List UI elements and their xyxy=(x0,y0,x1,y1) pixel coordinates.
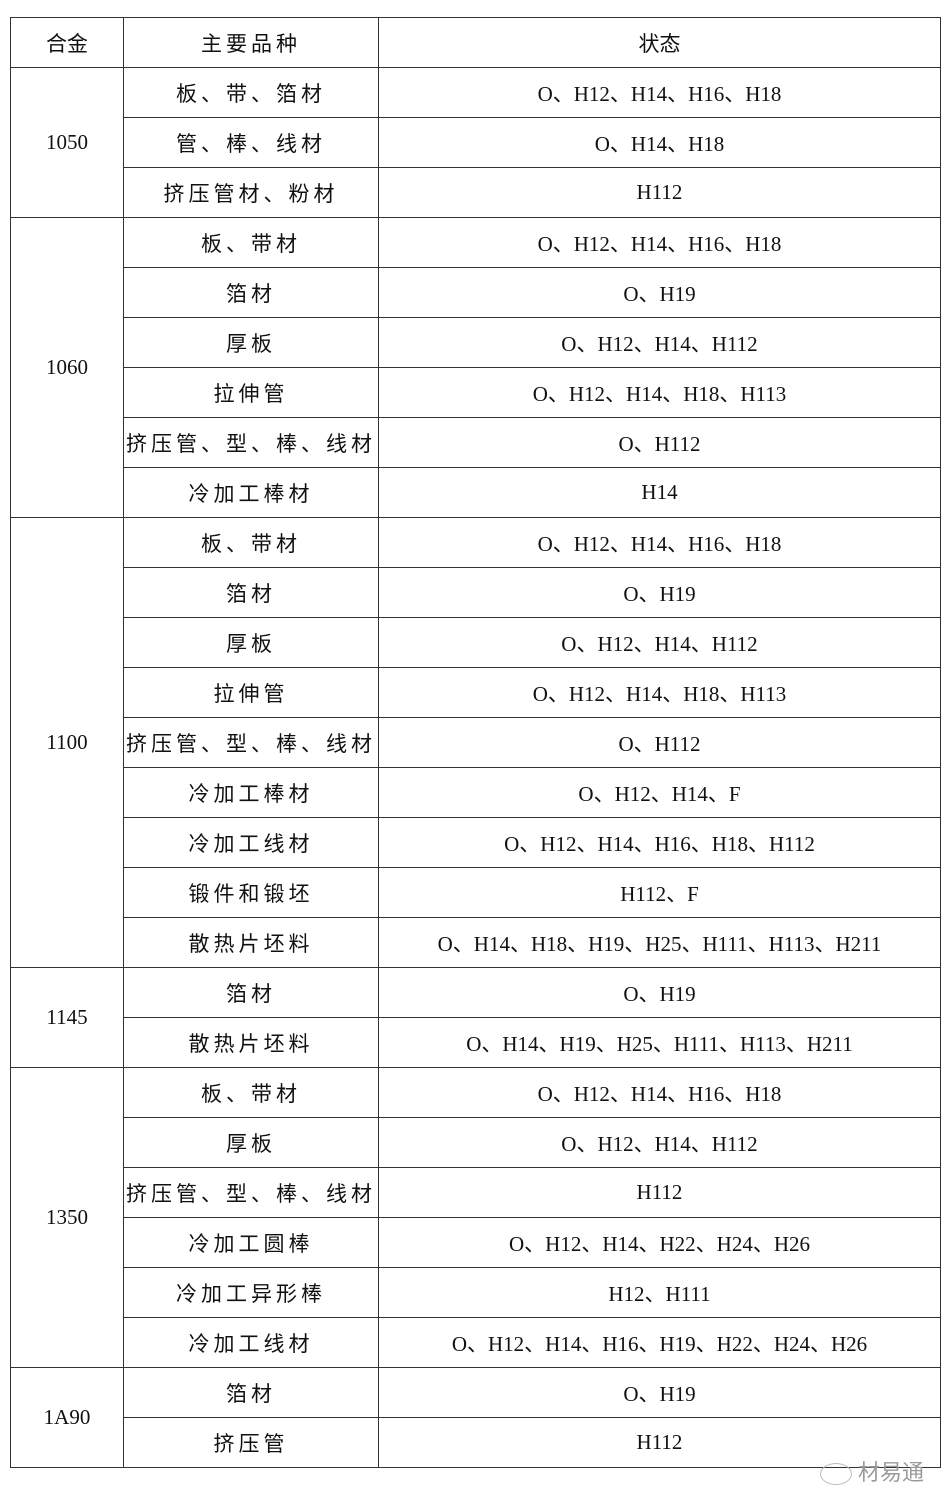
temper-cell: O、H12、H14、H16、H18 xyxy=(378,1067,941,1118)
product-cell: 散热片坯料 xyxy=(123,917,379,968)
table-row: 箔材 O、H19 xyxy=(11,267,941,318)
temper-cell: O、H14、H19、H25、H111、H113、H211 xyxy=(378,1017,941,1068)
table-row: 厚板 O、H12、H14、H112 xyxy=(11,617,941,668)
temper-cell: O、H12、H14、H112 xyxy=(378,1117,941,1168)
alloy-cell: 1050 xyxy=(10,67,124,218)
table-row: 1060 板、带材 O、H12、H14、H16、H18 xyxy=(10,217,941,518)
watermark-text: 材易通 xyxy=(857,1461,924,1486)
table-row: 挤压管、型、棒、线材 H112 xyxy=(11,1167,941,1218)
product-cell: 冷加工异形棒 xyxy=(123,1267,379,1318)
temper-cell: O、H12、H14、H22、H24、H26 xyxy=(378,1217,941,1268)
alloy-cell: 1100 xyxy=(10,517,124,968)
table-row: 冷加工异形棒 H12、H111 xyxy=(11,1267,941,1318)
table-row: 1100 板、带材 O、H12、H14、H16、H18 xyxy=(10,517,941,968)
temper-cell: O、H19 xyxy=(378,967,941,1018)
product-cell: 冷加工棒材 xyxy=(123,767,379,818)
table-row: 挤压管材、粉材 H112 xyxy=(11,167,941,218)
table-row: 拉伸管 O、H12、H14、H18、H113 xyxy=(11,367,941,418)
table-row: 挤压管、型、棒、线材 O、H112 xyxy=(11,717,941,768)
table-row: 冷加工线材 O、H12、H14、H16、H18、H112 xyxy=(11,817,941,868)
product-cell: 挤压管、型、棒、线材 xyxy=(123,717,379,768)
table-row: 挤压管、型、棒、线材 O、H112 xyxy=(11,417,941,468)
product-cell: 拉伸管 xyxy=(123,367,379,418)
table-row: 拉伸管 O、H12、H14、H18、H113 xyxy=(11,667,941,718)
product-cell: 厚板 xyxy=(123,1117,379,1168)
product-cell: 散热片坯料 xyxy=(123,1017,379,1068)
watermark: 材易通 xyxy=(819,1455,924,1487)
table-row: 锻件和锻坯 H112、F xyxy=(11,867,941,918)
temper-cell: O、H12、H14、H16、H19、H22、H24、H26 xyxy=(378,1317,941,1368)
temper-cell: O、H12、H14、H18、H113 xyxy=(378,667,941,718)
product-cell: 拉伸管 xyxy=(123,667,379,718)
temper-cell: O、H12、H14、F xyxy=(378,767,941,818)
alloy-cell: 1350 xyxy=(10,1067,124,1368)
temper-cell: O、H14、H18、H19、H25、H111、H113、H211 xyxy=(378,917,941,968)
temper-cell: O、H12、H14、H16、H18 xyxy=(378,217,941,268)
header-product: 主要品种 xyxy=(123,17,379,68)
table-row: 冷加工圆棒 O、H12、H14、H22、H24、H26 xyxy=(11,1217,941,1268)
product-cell: 管、棒、线材 xyxy=(123,117,379,168)
product-cell: 板、带、箔材 xyxy=(123,67,379,118)
temper-cell: H112 xyxy=(378,1417,941,1468)
table-row: 冷加工线材 O、H12、H14、H16、H19、H22、H24、H26 xyxy=(11,1317,941,1368)
temper-cell: O、H12、H14、H16、H18、H112 xyxy=(378,817,941,868)
temper-cell: O、H12、H14、H112 xyxy=(378,617,941,668)
table-row: 散热片坯料 O、H14、H18、H19、H25、H111、H113、H211 xyxy=(11,917,941,968)
product-cell: 挤压管材、粉材 xyxy=(123,167,379,218)
product-cell: 冷加工线材 xyxy=(123,1317,379,1368)
product-cell: 板、带材 xyxy=(123,517,379,568)
temper-cell: H12、H111 xyxy=(378,1267,941,1318)
product-cell: 箔材 xyxy=(123,1367,379,1418)
product-cell: 锻件和锻坯 xyxy=(123,867,379,918)
product-cell: 箔材 xyxy=(123,267,379,318)
table-row: 1050 板、带、箔材 O、H12、H14、H16、H18 xyxy=(10,67,941,218)
product-cell: 厚板 xyxy=(123,317,379,368)
alloy-temper-table: 合金 主要品种 状态 1050 板、带、箔材 O、H12、H14、H16、H18 管、… xyxy=(10,17,941,1468)
table-row: 厚板 O、H12、H14、H112 xyxy=(11,317,941,368)
product-cell: 冷加工圆棒 xyxy=(123,1217,379,1268)
product-cell: 冷加工棒材 xyxy=(123,467,379,518)
temper-cell: H112、F xyxy=(378,867,941,918)
alloy-cell: 1A90 xyxy=(10,1367,124,1468)
temper-cell: O、H12、H14、H112 xyxy=(378,317,941,368)
product-cell: 箔材 xyxy=(123,967,379,1018)
temper-cell: O、H14、H18 xyxy=(378,117,941,168)
table-row: 管、棒、线材 O、H14、H18 xyxy=(11,117,941,168)
alloy-cell: 1060 xyxy=(10,217,124,518)
table-row: 厚板 O、H12、H14、H112 xyxy=(11,1117,941,1168)
temper-cell: H112 xyxy=(378,1167,941,1218)
temper-cell: O、H12、H14、H16、H18 xyxy=(378,67,941,118)
table-row: 1A90 箔材 O、H19 xyxy=(10,1367,941,1468)
product-cell: 板、带材 xyxy=(123,217,379,268)
product-cell: 挤压管、型、棒、线材 xyxy=(123,417,379,468)
temper-cell: H14 xyxy=(378,467,941,518)
header-row: 合金 主要品种 状态 xyxy=(10,17,941,68)
wechat-icon xyxy=(819,1463,852,1485)
product-cell: 箔材 xyxy=(123,567,379,618)
product-cell: 挤压管、型、棒、线材 xyxy=(123,1167,379,1218)
table-row: 散热片坯料 O、H14、H19、H25、H111、H113、H211 xyxy=(11,1017,941,1068)
table-row: 1350 板、带材 O、H12、H14、H16、H18 xyxy=(10,1067,941,1368)
table-row: 挤压管 H112 xyxy=(11,1417,941,1468)
table-row: 冷加工棒材 H14 xyxy=(11,467,941,518)
temper-cell: O、H19 xyxy=(378,1367,941,1418)
alloy-cell: 1145 xyxy=(10,967,124,1068)
table-row: 1145 箔材 O、H19 xyxy=(10,967,941,1068)
temper-cell: O、H112 xyxy=(378,417,941,468)
table-row: 冷加工棒材 O、H12、H14、F xyxy=(11,767,941,818)
header-alloy: 合金 xyxy=(10,17,124,68)
temper-cell: O、H112 xyxy=(378,717,941,768)
product-cell: 冷加工线材 xyxy=(123,817,379,868)
header-temper: 状态 xyxy=(378,17,941,68)
temper-cell: O、H12、H14、H18、H113 xyxy=(378,367,941,418)
product-cell: 挤压管 xyxy=(123,1417,379,1468)
temper-cell: H112 xyxy=(378,167,941,218)
temper-cell: O、H19 xyxy=(378,567,941,618)
temper-cell: O、H12、H14、H16、H18 xyxy=(378,517,941,568)
table-row: 箔材 O、H19 xyxy=(11,567,941,618)
temper-cell: O、H19 xyxy=(378,267,941,318)
product-cell: 厚板 xyxy=(123,617,379,668)
product-cell: 板、带材 xyxy=(123,1067,379,1118)
